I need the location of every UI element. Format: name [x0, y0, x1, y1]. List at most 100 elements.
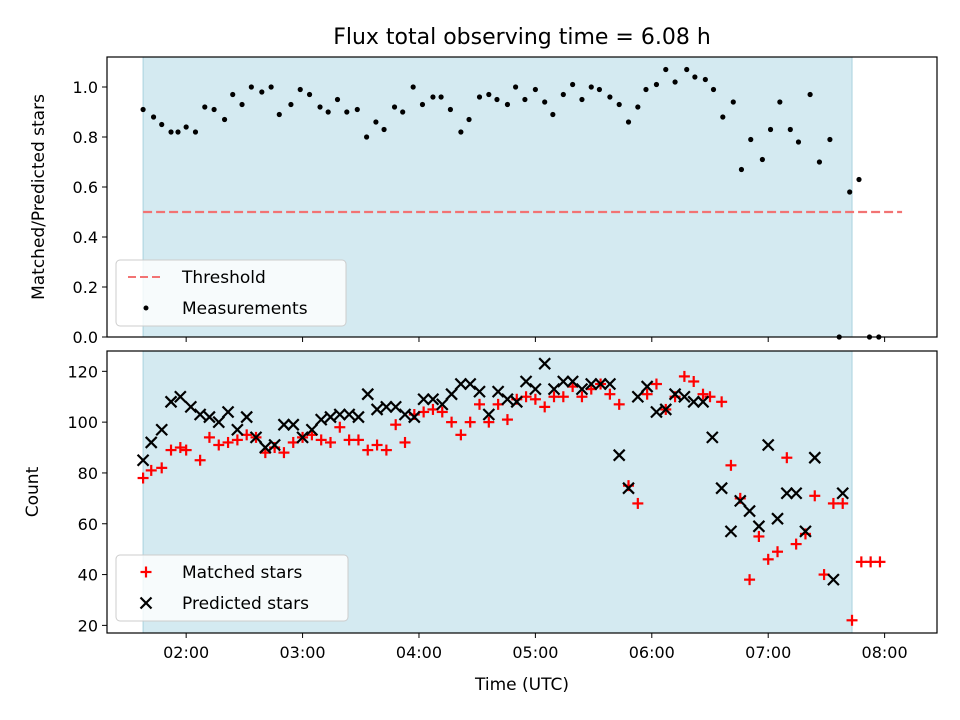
marker-stroke-b: [491, 385, 505, 398]
matched-star-point: [474, 398, 486, 410]
predicted-star-point: [370, 403, 384, 416]
marker-stroke-b: [342, 408, 356, 421]
ratio-panel: 0.0 0.2 0.4 0.6 0.8 1.0 Flux total observing …: [29, 25, 938, 347]
matched-star-point: [501, 414, 513, 426]
matched-star-point: [641, 388, 653, 400]
marker-stroke-b: [333, 408, 347, 421]
matched-star-point: [790, 538, 802, 550]
legend-threshold-label: Threshold: [181, 268, 266, 288]
measurement-point: [702, 76, 708, 83]
matched-star-point: [352, 434, 364, 446]
marker-stroke-b: [268, 438, 281, 452]
predicted-star-point: [706, 431, 719, 444]
predicted-star-point: [473, 385, 486, 398]
marker-stroke-b: [799, 525, 812, 538]
y-tick-label: 80: [78, 464, 98, 483]
marker-stroke-b: [761, 438, 775, 452]
predicted-star-point: [380, 400, 393, 414]
measurement-point: [259, 89, 265, 95]
marker-stroke-b: [827, 573, 840, 586]
predicted-star-point: [417, 392, 430, 406]
measurement-point: [643, 86, 649, 93]
measurement-point: [777, 99, 783, 105]
predicted-star-point: [519, 375, 533, 388]
y-tick-label: 0.8: [73, 128, 98, 147]
predicted-star-point: [324, 410, 337, 424]
predicted-star-point: [259, 441, 272, 454]
marker-stroke-b: [296, 431, 309, 444]
ratio-x-ticks: [185, 337, 886, 342]
marker-stroke-b: [203, 410, 216, 424]
matched-star-point: [827, 497, 839, 509]
matched-star-point: [576, 391, 588, 403]
measurement-point: [354, 106, 360, 113]
measurement-point: [317, 104, 323, 110]
measurement-point: [550, 111, 556, 118]
measurement-point: [344, 109, 350, 115]
measurement-point: [692, 74, 698, 80]
x-tick-label: 03:00: [280, 643, 326, 662]
measurement-points: [140, 66, 882, 340]
marker-stroke-b: [538, 357, 551, 370]
measurement-point: [767, 126, 774, 133]
marker-stroke-b: [249, 431, 263, 444]
measurement-point: [653, 81, 660, 88]
marker-stroke-b: [547, 382, 561, 396]
predicted-star-point: [566, 375, 579, 388]
matched-star-point: [837, 497, 849, 509]
predicted-star-point: [277, 418, 291, 431]
measurement-point: [512, 84, 519, 90]
marker-stroke-b: [687, 395, 700, 409]
marker-stroke-b: [398, 408, 412, 421]
measurement-point: [847, 189, 853, 195]
predicted-star-point: [724, 525, 738, 538]
measurement-point: [807, 91, 813, 98]
marker-stroke-b: [324, 410, 337, 424]
marker-stroke-b: [752, 520, 766, 533]
marker-stroke-b: [164, 395, 178, 409]
predicted-star-point: [501, 392, 514, 406]
marker-stroke-b: [566, 375, 579, 388]
y-tick-label: 20: [78, 616, 98, 635]
measurement-point: [579, 96, 585, 103]
measurement-point: [334, 96, 341, 103]
measurement-point: [325, 109, 331, 115]
measurement-point: [221, 116, 228, 123]
matched-star-point: [213, 439, 225, 451]
predicted-star-point: [575, 382, 589, 396]
predicted-star-point: [342, 408, 356, 421]
measurement-point: [410, 84, 416, 90]
marker-stroke-b: [473, 385, 486, 398]
predicted-star-point: [696, 395, 710, 409]
matched-star-point: [222, 436, 234, 448]
predicted-star-point: [155, 423, 168, 437]
measurement-point: [430, 94, 436, 100]
matched-star-point: [145, 464, 157, 476]
legend-x-marker: [139, 596, 153, 610]
matched-star-point: [390, 419, 402, 431]
measurement-point: [276, 111, 282, 118]
measurement-point: [684, 66, 690, 73]
measurement-point: [795, 139, 802, 145]
predicted-star-point: [529, 382, 542, 396]
matched-star-point: [315, 434, 327, 446]
marker-stroke-b: [380, 400, 393, 414]
marker-stroke-b: [789, 486, 803, 500]
matched-star-point: [725, 459, 737, 471]
measurement-point: [596, 86, 603, 93]
measurement-point: [268, 84, 274, 90]
measurement-point: [202, 104, 208, 110]
measurement-point: [588, 84, 594, 90]
marker-stroke-b: [155, 423, 168, 437]
predicted-star-point: [659, 403, 673, 416]
measurement-point: [297, 86, 303, 93]
marker-stroke-b: [743, 504, 756, 518]
marker-stroke-b: [640, 380, 654, 393]
marker-stroke-b: [706, 431, 719, 444]
marker-stroke-b: [361, 387, 375, 401]
count-legend-box: [115, 554, 349, 622]
marker-stroke-b: [286, 418, 300, 431]
marker-stroke-b: [631, 390, 645, 404]
matched-star-point: [704, 391, 716, 403]
predicted-star-point: [482, 408, 496, 421]
